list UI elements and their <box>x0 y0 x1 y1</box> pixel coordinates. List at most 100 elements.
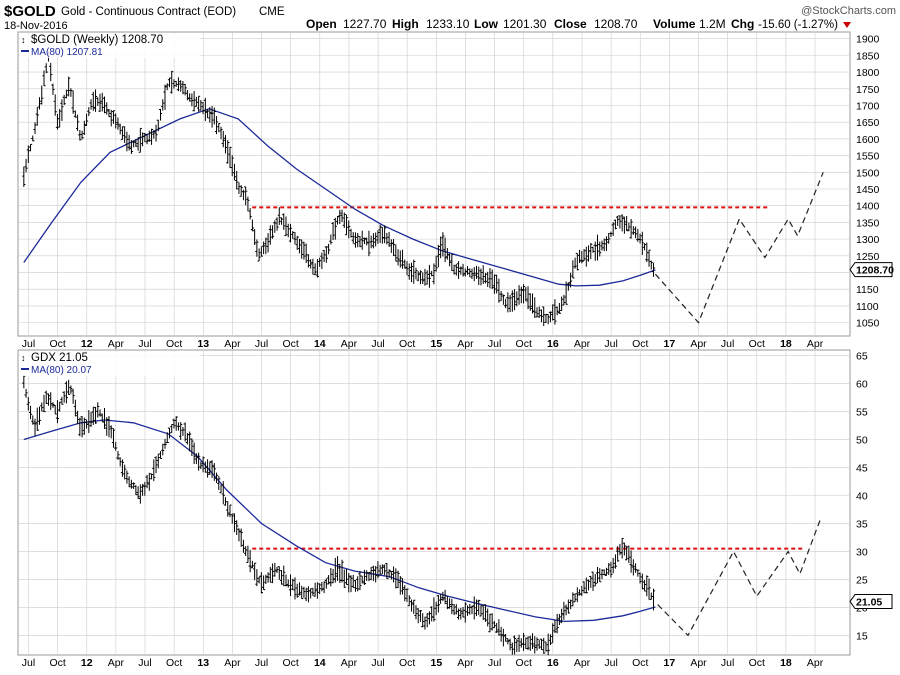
gdx-x-tick-label: Oct <box>166 657 182 669</box>
gold-ohlc-bar <box>324 245 328 263</box>
gold-ohlc-bar <box>295 236 299 250</box>
gdx-ohlc-bar <box>481 605 485 620</box>
gdx-ohlc-bar <box>647 578 651 600</box>
gold-ohlc-bar <box>250 219 254 232</box>
gold-ohlc-bar <box>537 306 541 318</box>
gdx-ohlc-bar <box>508 638 512 651</box>
gold-ohlc-bar <box>125 131 129 152</box>
gold-ohlc-bar <box>450 254 454 271</box>
gold-ohlc-bar <box>526 286 530 310</box>
gdx-ohlc-bar <box>96 402 100 418</box>
gold-ohlc-bar <box>340 209 344 223</box>
gold-ohlc-bar <box>237 182 241 194</box>
gdx-ohlc-bar <box>515 639 519 653</box>
gold-ohlc-bar <box>577 249 582 264</box>
gdx-ohlc-bar <box>640 573 644 590</box>
gold-y-tick-label: 1550 <box>856 151 880 163</box>
gold-ohlc-bar <box>257 248 261 262</box>
gold-ohlc-bar <box>396 249 400 266</box>
gdx-ohlc-bar <box>152 459 156 482</box>
gdx-x-tick-label: Oct <box>283 657 299 669</box>
gold-ohlc-bar <box>495 274 499 294</box>
gdx-ohlc-bar <box>174 416 178 431</box>
gdx-x-tick-label: Jul <box>488 657 501 669</box>
gdx-ohlc-bar <box>179 422 183 440</box>
gold-ohlc-bar <box>318 257 322 267</box>
gold-ohlc-bar <box>297 238 302 254</box>
gdx-ohlc-bar <box>246 545 250 564</box>
gdx-ohlc-bar <box>474 599 479 617</box>
gdx-ohlc-bar <box>510 642 514 655</box>
gold-ohlc-bar <box>248 208 252 220</box>
gdx-ohlc-bar <box>571 592 575 607</box>
gdx-ohlc-bar <box>49 392 53 410</box>
gold-ohlc-bar <box>490 269 494 290</box>
gold-ohlc-bar <box>37 97 42 110</box>
gdx-ohlc-bar <box>322 581 326 594</box>
gdx-y-tick-label: 55 <box>856 407 868 419</box>
gold-ohlc-bar <box>499 291 503 301</box>
gold-ohlc-bar <box>400 249 405 269</box>
gold-ohlc-bar <box>524 287 528 302</box>
gdx-panel-title: GDX 21.05 <box>31 352 88 364</box>
gdx-ohlc-bar <box>564 604 568 616</box>
gdx-ohlc-bar <box>611 557 615 574</box>
gold-ohlc-bar <box>468 268 472 278</box>
gold-ohlc-bar <box>241 189 246 201</box>
gdx-x-tick-label: Jul <box>604 657 617 669</box>
gold-y-tick-label: 1350 <box>856 217 880 229</box>
gdx-ohlc-bar <box>315 582 319 599</box>
gold-ohlc-bar <box>501 294 505 305</box>
gdx-ohlc-bar <box>607 563 611 575</box>
gdx-ohlc-bar <box>300 585 304 600</box>
gold-ohlc-bar <box>315 259 319 278</box>
gold-x-tick-label: Jul <box>255 338 268 350</box>
gdx-ohlc-bar <box>138 484 142 504</box>
gold-ohlc-bar <box>118 123 122 135</box>
gdx-ohlc-bar <box>31 415 35 425</box>
low-value: 1201.30 <box>503 17 547 31</box>
chart-exchange: CME <box>259 6 285 18</box>
gold-ohlc-bar <box>51 83 55 95</box>
gold-ohlc-bar <box>116 117 120 130</box>
gold-ohlc-bar <box>136 137 140 151</box>
gdx-ohlc-bar <box>593 574 597 587</box>
gold-ohlc-bar <box>22 166 26 187</box>
gold-ohlc-bar <box>647 249 651 267</box>
gold-ohlc-bar <box>555 306 559 316</box>
gold-ohlc-bar <box>584 246 588 267</box>
gold-ohlc-bar <box>622 216 626 234</box>
gdx-ohlc-bar <box>535 637 539 651</box>
gdx-legend-bg <box>20 352 200 376</box>
gold-ohlc-bar <box>58 108 62 128</box>
gdx-ohlc-bar <box>123 464 127 480</box>
gdx-ohlc-bar <box>441 591 445 602</box>
gold-x-tick-label: 15 <box>430 338 442 350</box>
gdx-ohlc-bar <box>107 415 111 438</box>
volume-label: Volume <box>653 17 696 31</box>
gold-x-tick-label: Oct <box>632 338 648 350</box>
gold-ohlc-bar <box>553 299 557 325</box>
gold-ohlc-bar <box>530 293 535 314</box>
gdx-ohlc-bar <box>383 564 387 576</box>
gdx-ohlc-bar <box>188 431 192 452</box>
gdx-ohlc-bar <box>268 567 272 583</box>
gdx-ohlc-bar <box>566 599 570 614</box>
gdx-ma-legend-label: MA(80) 20.07 <box>31 365 92 376</box>
gold-x-tick-label: Apr <box>224 338 241 350</box>
gold-ohlc-bar <box>93 89 98 112</box>
gdx-ohlc-bar <box>542 637 546 654</box>
gold-ohlc-bar <box>49 62 53 82</box>
gold-ohlc-bar <box>351 232 355 244</box>
gdx-ohlc-bar <box>132 482 136 489</box>
gdx-x-tick-label: Oct <box>632 657 648 669</box>
close-value: 1208.70 <box>594 17 638 31</box>
gdx-ohlc-bar <box>461 606 465 618</box>
gold-ohlc-bar <box>284 216 288 237</box>
gdx-x-tick-label: Apr <box>341 657 358 669</box>
close-label: Close <box>554 17 587 31</box>
gdx-ohlc-bar <box>257 576 261 584</box>
gold-ohlc-bar <box>60 99 64 121</box>
gold-ohlc-bar <box>91 91 95 111</box>
gdx-x-tick-label: Apr <box>574 657 591 669</box>
